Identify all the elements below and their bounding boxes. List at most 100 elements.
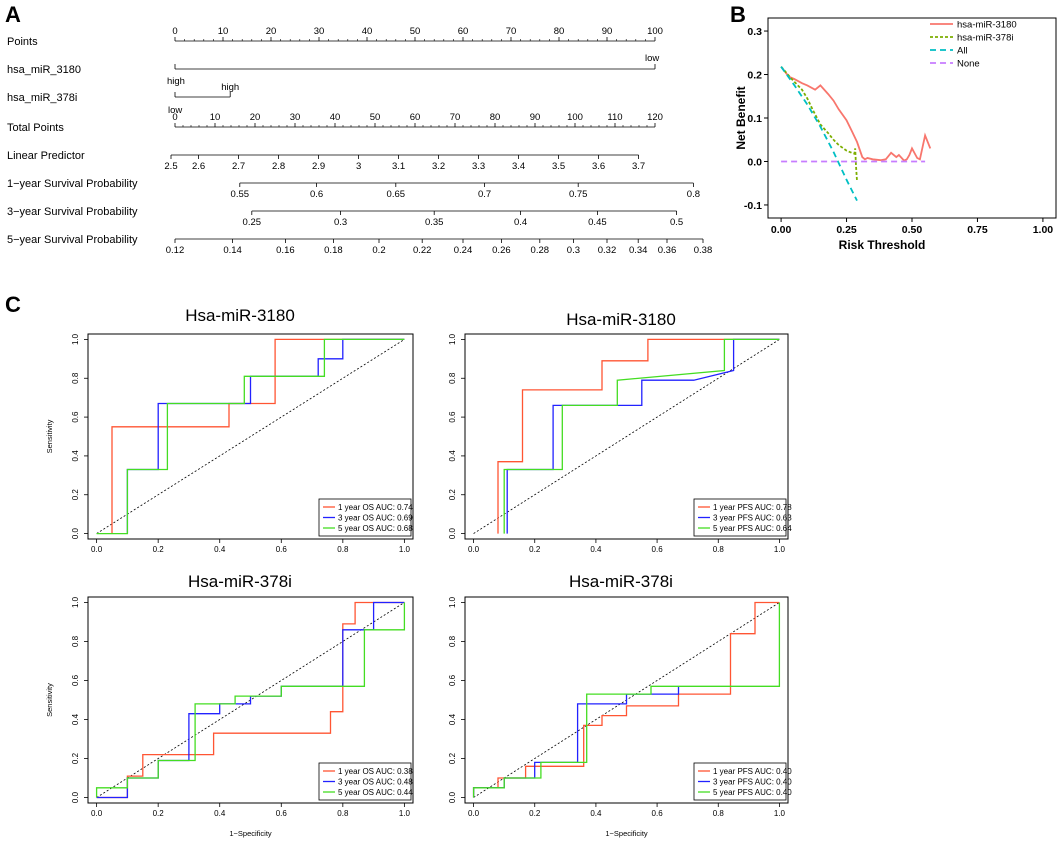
dca-x-tick-label: 0.00	[771, 224, 792, 236]
row-0-tick-label: 70	[506, 26, 517, 37]
dca-x-tick-label: 0.75	[967, 224, 988, 236]
row-7-tick-label: 0.18	[324, 245, 343, 256]
roc-y-tick-label: 1.0	[448, 596, 457, 608]
roc-legend-box	[693, 762, 787, 801]
roc-title: Hsa-miR-3180	[185, 306, 295, 325]
roc-os-mir3180: Hsa-miR-3180 0.0 0.0 0.2 0.2 0.4 0.4 0.6 0.6 0.8 0…	[45, 306, 414, 554]
dca-plot-frame	[767, 17, 1057, 219]
roc-x-tick-label: 0.4	[214, 809, 226, 818]
nomogram-label-6: 3−year Survival Probability	[7, 206, 138, 218]
row-7-tick-label: 0.22	[413, 245, 432, 256]
roc-x-tick-label: 0.2	[153, 809, 165, 818]
dca-y-tick-label: 0.3	[747, 26, 762, 38]
row-3-tick-label: 80	[490, 112, 501, 123]
row-0-tick-label: 80	[554, 26, 565, 37]
roc-legend-label: 5 year PFS AUC: 0.40	[713, 788, 792, 797]
row-4-tick-label: 3.3	[472, 161, 485, 172]
roc-legend-label: 5 year OS AUC: 0.44	[338, 788, 413, 797]
panel-label-c: C	[5, 292, 21, 317]
roc-x-tick-label: 1.0	[399, 809, 411, 818]
roc-curve	[503, 338, 780, 534]
row-2-level-label: high	[221, 82, 239, 93]
roc-x-tick-label: 0.6	[652, 809, 664, 818]
roc-y-tick-label: 0.6	[71, 411, 80, 423]
row-6-tick-label: 0.5	[670, 217, 683, 228]
dca-legend-label: All	[957, 46, 968, 57]
row-7-tick-label: 0.16	[276, 245, 295, 256]
nomogram-label-2: hsa_miR_378i	[7, 92, 77, 104]
roc-x-tick-label: 0.8	[337, 809, 349, 818]
row-0-tick-label: 60	[458, 26, 469, 37]
roc-curve	[95, 602, 406, 798]
row-4-tick-label: 3.1	[392, 161, 405, 172]
roc-x-tick-label: 0.6	[276, 545, 288, 554]
dca-series-line	[780, 66, 858, 202]
roc-y-tick-label: 1.0	[71, 333, 80, 345]
row-3-tick-label: 100	[567, 112, 583, 123]
roc-y-tick-label: 1.0	[71, 596, 80, 608]
roc-x-tick-label: 0.4	[214, 545, 226, 554]
row-7-tick-label: 0.3	[567, 245, 580, 256]
panel-label-b: B	[730, 2, 746, 27]
row-0-tick-label: 40	[362, 26, 373, 37]
dca-y-tick-label: 0.2	[747, 70, 762, 82]
row-7-tick-label: 0.26	[492, 245, 511, 256]
row-7-tick-label: 0.34	[629, 245, 648, 256]
row-4-tick-label: 3.2	[432, 161, 445, 172]
row-3-tick-label: 20	[250, 112, 261, 123]
row-3-tick-label: 40	[330, 112, 341, 123]
roc-y-tick-label: 0.8	[448, 372, 457, 384]
dca-x-tick-label: 0.25	[836, 224, 857, 236]
roc-y-tick-label: 0.2	[71, 489, 80, 501]
roc-plot-frame	[87, 333, 414, 540]
nomogram-label-0: Points	[7, 36, 38, 48]
row-4-tick-label: 3.4	[512, 161, 525, 172]
decision-curve: 0.00 0.25 0.50 0.75 1.00 -0.1 0.0 0.1 0.2 0.3 Risk…	[734, 17, 1057, 252]
roc-y-tick-label: 0.6	[448, 411, 457, 423]
row-1-level-label: low	[645, 53, 659, 64]
row-3-tick-label: 70	[450, 112, 461, 123]
roc-x-tick-label: 0.0	[468, 809, 480, 818]
roc-y-tick-label: 0.6	[448, 674, 457, 686]
roc-legend-label: 3 year PFS AUC: 0.40	[713, 778, 792, 787]
dca-legend-label: None	[957, 59, 980, 70]
roc-x-tick-label: 0.0	[91, 545, 103, 554]
roc-curve	[96, 338, 405, 535]
roc-curve	[497, 338, 780, 534]
nomogram-label-7: 5−year Survival Probability	[7, 234, 138, 246]
row-4-tick-label: 2.6	[192, 161, 205, 172]
roc-y-tick-label: 0.0	[448, 527, 457, 539]
row-4-tick-label: 3.5	[552, 161, 565, 172]
roc-plot-frame	[464, 596, 789, 804]
row-6-tick-label: 0.45	[588, 217, 607, 228]
roc-title: Hsa-miR-3180	[566, 310, 676, 329]
row-0-tick-label: 90	[602, 26, 613, 37]
dca-legend-label: hsa-miR-378i	[957, 33, 1014, 44]
row-7-tick-label: 0.32	[598, 245, 617, 256]
dca-x-tick-label: 1.00	[1033, 224, 1054, 236]
roc-x-tick-label: 0.6	[276, 809, 288, 818]
roc-x-tick-label: 0.8	[713, 809, 725, 818]
row-3-tick-label: 120	[647, 112, 663, 123]
roc-legend-label: 3 year OS AUC: 0.69	[338, 514, 413, 523]
row-4-tick-label: 3	[356, 161, 361, 172]
nomogram-label-1: hsa_miR_3180	[7, 64, 81, 76]
roc-x-tick-label: 0.8	[337, 545, 349, 554]
roc-plot-frame	[464, 333, 789, 540]
panel-label-a: A	[5, 2, 21, 27]
row-6-tick-label: 0.4	[514, 217, 527, 228]
roc-x-tick-label: 1.0	[774, 545, 786, 554]
roc-legend-label: 5 year PFS AUC: 0.64	[713, 524, 792, 533]
row-7-tick-label: 0.24	[454, 245, 473, 256]
roc-x-tick-label: 0.6	[652, 545, 664, 554]
row-0-tick-label: 0	[172, 26, 177, 37]
row-5-tick-label: 0.7	[478, 189, 491, 200]
row-4-tick-label: 2.5	[164, 161, 177, 172]
dca-x-tick-label: 0.50	[902, 224, 923, 236]
row-5-tick-label: 0.55	[231, 189, 250, 200]
roc-y-tick-label: 0.2	[448, 752, 457, 764]
row-4-tick-label: 2.7	[232, 161, 245, 172]
roc-legend-label: 1 year OS AUC: 0.74	[338, 503, 413, 512]
row-6-tick-label: 0.25	[243, 217, 262, 228]
row-7-tick-label: 0.36	[658, 245, 677, 256]
